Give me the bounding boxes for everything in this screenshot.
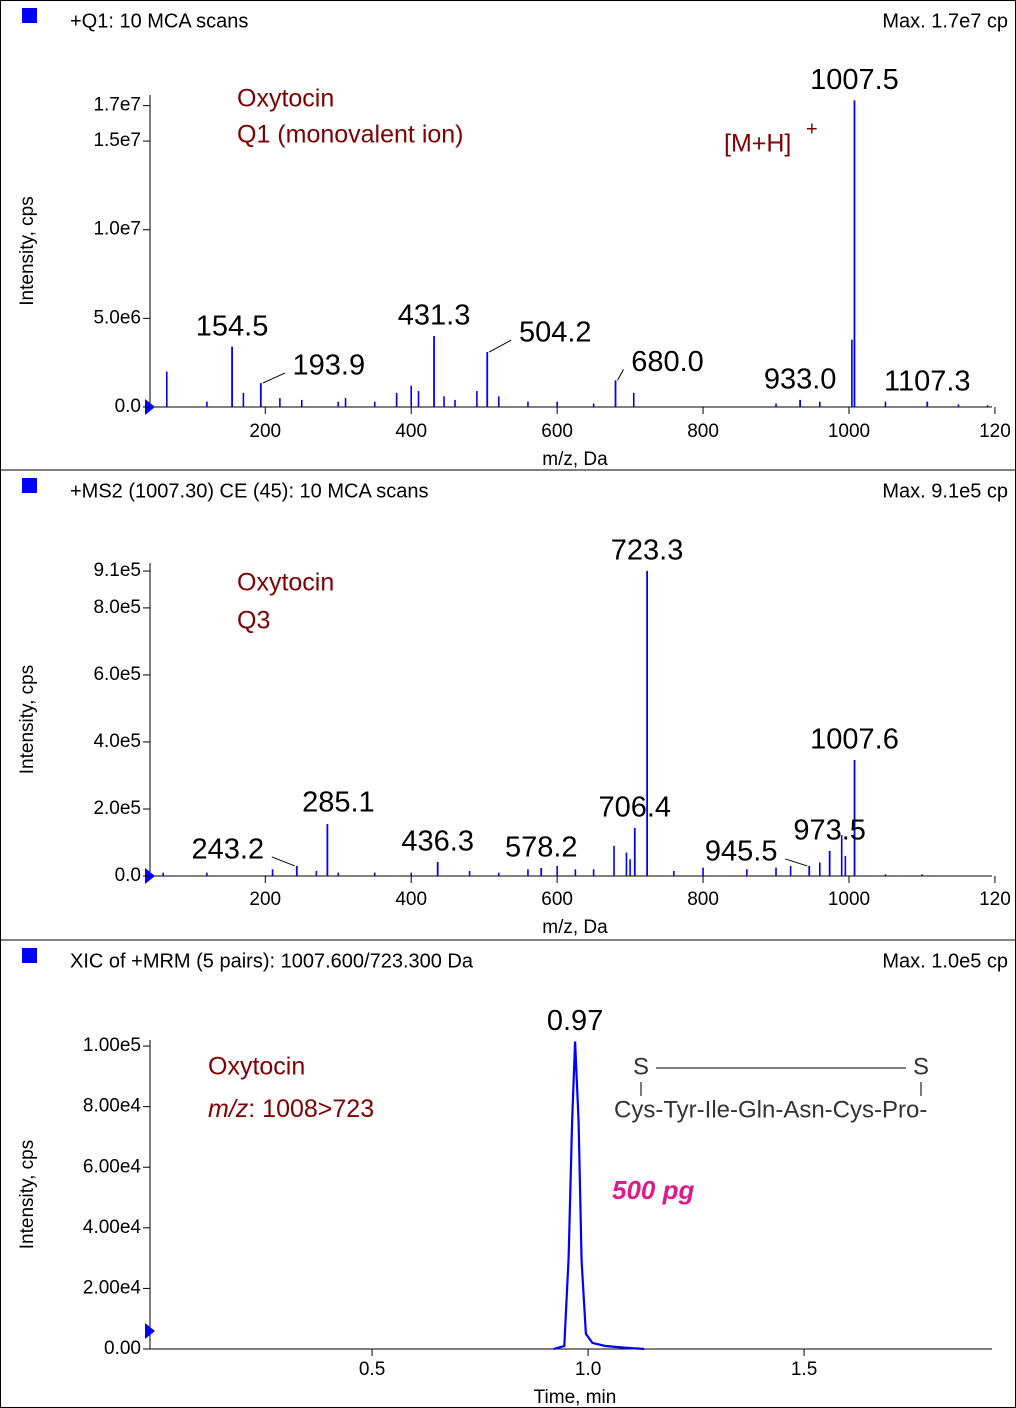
peak-label: 154.5 xyxy=(196,310,269,342)
annotation: Q3 xyxy=(237,607,270,635)
y-tick-label: 1.00e5 xyxy=(83,1035,141,1056)
peak-label: 1007.6 xyxy=(810,724,899,756)
leader-line xyxy=(785,858,808,867)
y-tick-label: 4.0e5 xyxy=(93,731,141,752)
y-tick-label: 0.0 xyxy=(115,865,141,886)
y-tick-label: 0.00 xyxy=(104,1338,141,1359)
panel-header: XIC of +MRM (5 pairs): 1007.600/723.300 … xyxy=(70,950,474,972)
y-tick-label: 8.00e4 xyxy=(83,1096,142,1117)
x-tick-label: 1000 xyxy=(828,421,870,442)
annotation-italic: m/z xyxy=(208,1095,249,1123)
max-label: Max. 9.1e5 cp xyxy=(882,480,1008,502)
peak-label: 243.2 xyxy=(192,834,265,866)
y-tick-label: 9.1e5 xyxy=(93,560,141,581)
y-tick-label: 5.0e6 xyxy=(93,307,141,328)
x-tick-label: 1000 xyxy=(828,889,870,910)
x-tick-label: 800 xyxy=(687,421,719,442)
x-tick-label: 200 xyxy=(249,421,281,442)
x-tick-label: 1.0 xyxy=(575,1359,601,1380)
panel-icon xyxy=(22,478,37,493)
x-axis-label: Time, min xyxy=(534,1387,617,1408)
annotation-text: : 1008>723 xyxy=(248,1095,374,1123)
peak-label: 0.97 xyxy=(547,1005,603,1037)
y-tick-label: 1.5e7 xyxy=(93,130,141,151)
x-tick-label: 200 xyxy=(249,889,281,910)
y-axis-label: Intensity, cps xyxy=(17,665,38,774)
peak-label: 1007.5 xyxy=(810,64,899,96)
x-axis-label: m/z, Da xyxy=(542,449,608,470)
peak-label: 945.5 xyxy=(705,836,778,868)
peak-label: 285.1 xyxy=(302,787,375,819)
y-tick-label: 2.00e4 xyxy=(83,1277,142,1298)
max-label: Max. 1.7e7 cp xyxy=(882,10,1008,32)
peak-label: 504.2 xyxy=(519,317,592,349)
y-tick-label: 1.7e7 xyxy=(93,95,141,116)
y-tick-label: 6.0e5 xyxy=(93,664,141,685)
structure-s: S xyxy=(913,1053,929,1080)
origin-marker xyxy=(145,1323,155,1339)
structure-sequence: Cys-Tyr-Ile-Gln-Asn-Cys-Pro- xyxy=(614,1096,927,1123)
annotation: Oxytocin xyxy=(237,85,334,113)
peak-label: 933.0 xyxy=(764,364,837,396)
leader-line xyxy=(488,339,512,353)
peak-label: 431.3 xyxy=(398,300,471,332)
peak-label: 193.9 xyxy=(293,350,366,382)
y-axis-label: Intensity, cps xyxy=(17,196,38,305)
y-tick-label: 4.00e4 xyxy=(83,1217,142,1238)
y-tick-label: 0.0 xyxy=(115,396,141,417)
annotation: Q1 (monovalent ion) xyxy=(237,121,464,149)
peak-label: 578.2 xyxy=(505,832,578,864)
structure-s: S xyxy=(633,1053,649,1080)
max-label: Max. 1.0e5 cp xyxy=(882,950,1008,972)
x-tick-label: 120 xyxy=(979,889,1011,910)
y-tick-label: 2.0e5 xyxy=(93,798,141,819)
panel-header: +MS2 (1007.30) CE (45): 10 MCA scans xyxy=(70,480,429,502)
peak-label: 706.4 xyxy=(598,792,671,824)
x-tick-label: 400 xyxy=(395,889,427,910)
x-tick-label: 600 xyxy=(541,421,573,442)
leader-line xyxy=(271,856,295,867)
x-tick-label: 1.5 xyxy=(791,1359,817,1380)
annotation: m/z: 1008>723 xyxy=(208,1095,374,1123)
x-tick-label: 120 xyxy=(979,421,1011,442)
ion-charge: + xyxy=(806,118,818,140)
trace xyxy=(553,1041,645,1351)
annotation: Oxytocin xyxy=(208,1053,305,1081)
y-tick-label: 8.0e5 xyxy=(93,597,141,618)
x-tick-label: 600 xyxy=(541,889,573,910)
x-tick-label: 400 xyxy=(395,421,427,442)
panel-header: +Q1: 10 MCA scans xyxy=(70,10,248,32)
panel-icon xyxy=(22,8,37,23)
annotation: Oxytocin xyxy=(237,569,334,597)
x-tick-label: 0.5 xyxy=(359,1359,385,1380)
leader-line xyxy=(262,372,286,384)
peak-label: 1107.3 xyxy=(884,365,971,397)
peak-label: 436.3 xyxy=(401,826,474,858)
y-tick-label: 6.00e4 xyxy=(83,1156,142,1177)
y-axis-label: Intensity, cps xyxy=(17,1140,38,1249)
panel-icon xyxy=(22,948,37,963)
ion-label: [M+H] xyxy=(724,130,791,158)
x-tick-label: 800 xyxy=(687,889,719,910)
leader-line xyxy=(617,369,624,381)
amount-label: 500 pg xyxy=(612,1175,694,1205)
peak-label: 723.3 xyxy=(611,535,684,567)
peak-label: 680.0 xyxy=(631,346,704,378)
y-tick-label: 1.0e7 xyxy=(93,219,141,240)
x-axis-label: m/z, Da xyxy=(542,917,608,938)
peak-label: 973.5 xyxy=(793,815,866,847)
